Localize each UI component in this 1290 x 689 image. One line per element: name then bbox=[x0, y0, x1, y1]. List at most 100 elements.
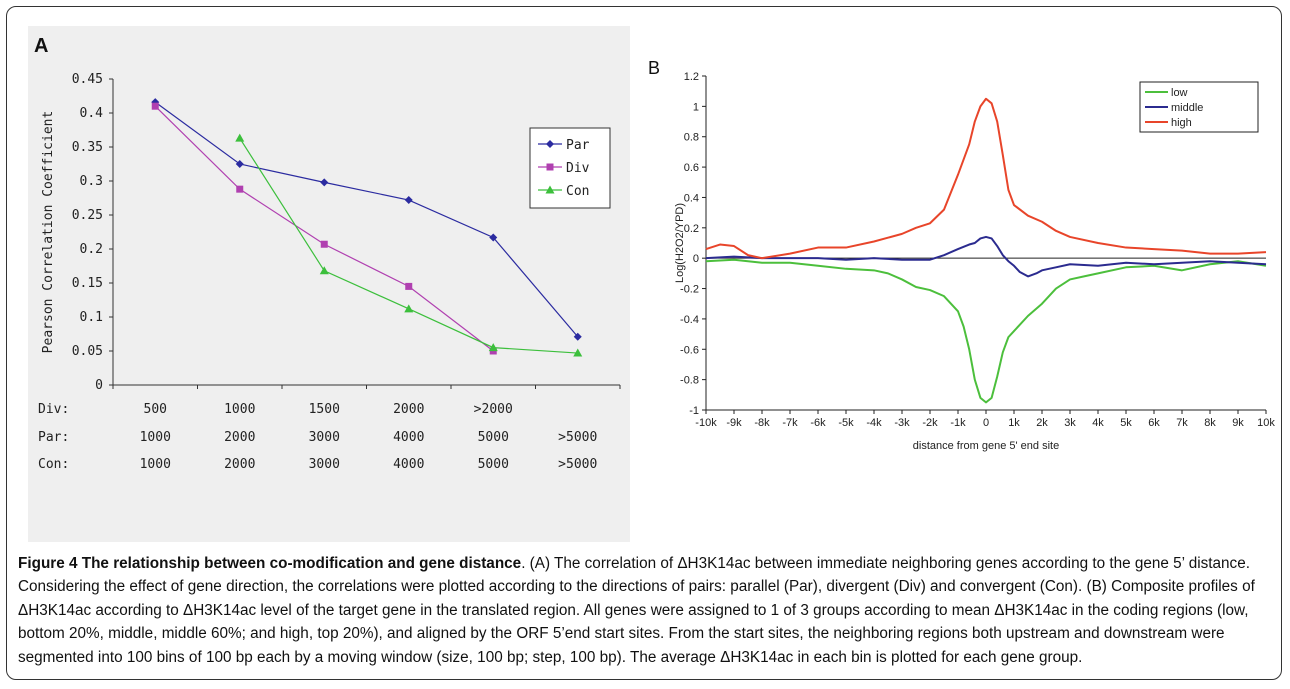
a-legend bbox=[529, 127, 611, 209]
a-legend-marker-con bbox=[545, 185, 555, 194]
a-legend-label-con: Con bbox=[566, 184, 589, 199]
a-point-par bbox=[404, 196, 413, 205]
b-y-tick-label: 1.2 bbox=[684, 71, 699, 83]
b-y-tick-label: -0.8 bbox=[680, 375, 699, 387]
a-y-tick-label: 0.15 bbox=[72, 276, 103, 291]
b-x-tick-label: 10k bbox=[1257, 417, 1275, 429]
b-y-tick-label: 0.4 bbox=[684, 192, 699, 204]
a-x-tick-label: 1000 bbox=[224, 402, 255, 417]
b-x-tick-label: -3k bbox=[894, 417, 910, 429]
a-series-line-par bbox=[154, 101, 579, 338]
b-x-tick-label: 7k bbox=[1176, 417, 1188, 429]
a-point-par bbox=[573, 332, 582, 341]
a-x-tick-label: 3000 bbox=[309, 430, 340, 445]
panel-a: A 0 0.05 0.1 0.15 0.2 0.25 0.3 0.35 0.4 0.45 Pears… bbox=[28, 26, 630, 542]
a-y-tick-label: 0.2 bbox=[80, 242, 103, 257]
b-legend-label-middle: middle bbox=[1171, 102, 1203, 114]
b-x-tick-label: 0 bbox=[983, 417, 989, 429]
a-x-tick-label: 2000 bbox=[393, 402, 424, 417]
a-point-con bbox=[404, 304, 414, 313]
a-x-tick-label: 4000 bbox=[393, 457, 424, 472]
panel-a-background bbox=[28, 26, 630, 542]
a-x-tick-label: >5000 bbox=[558, 430, 597, 445]
a-x-tick-label: 3000 bbox=[309, 457, 340, 472]
b-x-axis-label: distance from gene 5' end site bbox=[913, 440, 1059, 452]
a-point-par bbox=[489, 233, 498, 242]
b-y-tick-label: -1 bbox=[689, 405, 699, 417]
a-point-con bbox=[319, 266, 329, 275]
a-x-tick-label: 1500 bbox=[309, 402, 340, 417]
a-y-tick-label: 0.3 bbox=[80, 174, 103, 189]
a-point-div bbox=[236, 185, 244, 193]
panel-b: B 1.2 1 0.8 0.6 0.4 0.2 0 -0.2 -0.4 -0.6 -0.8 -1-10… bbox=[648, 58, 1275, 452]
a-x-tick-label: 2000 bbox=[224, 457, 255, 472]
b-y-tick-label: -0.2 bbox=[680, 284, 699, 296]
b-y-tick-label: 0.6 bbox=[684, 162, 699, 174]
a-x-tick-label: 4000 bbox=[393, 430, 424, 445]
panel-b-label: B bbox=[648, 58, 660, 78]
a-x-tick-label: 1000 bbox=[140, 430, 171, 445]
a-y-tick-label: 0.05 bbox=[72, 344, 103, 359]
a-point-div bbox=[320, 240, 328, 248]
caption-title: Figure 4 The relationship between co-mod… bbox=[18, 555, 522, 572]
panel-b-plot: 1.210.80.60.40.20-0.2-0.4-0.6-0.8-1-10k -… bbox=[674, 71, 1275, 452]
a-x-tick-label: >2000 bbox=[474, 402, 513, 417]
b-x-tick-label: -1k bbox=[950, 417, 966, 429]
b-y-tick-label: 0.8 bbox=[684, 132, 699, 144]
a-point-div bbox=[405, 282, 413, 290]
b-y-axis-label: Log(H2O2/YPD) bbox=[674, 203, 686, 283]
b-y-tick-label: 0.2 bbox=[684, 223, 699, 235]
b-y-tick-label: -0.6 bbox=[680, 344, 699, 356]
a-x-row-name: Par: bbox=[38, 430, 69, 445]
b-legend-label-high: high bbox=[1171, 117, 1192, 129]
b-y-tick-label: 1 bbox=[693, 101, 699, 113]
a-point-par bbox=[235, 160, 244, 168]
a-x-tick-label: 5000 bbox=[478, 457, 509, 472]
a-point-par bbox=[320, 178, 329, 187]
caption-text: . (A) The correlation of ΔH3K14ac betwee… bbox=[18, 555, 1255, 666]
b-x-tick-label: -7k bbox=[782, 417, 798, 429]
b-y-tick-label: -0.4 bbox=[680, 314, 699, 326]
a-y-tick-label: 0.1 bbox=[80, 310, 103, 325]
a-y-tick-label: 0.25 bbox=[72, 208, 103, 223]
a-point-con bbox=[235, 133, 245, 142]
b-series-line-low bbox=[705, 258, 1267, 404]
a-legend-label-par: Par bbox=[566, 138, 590, 153]
a-x-tick-label: 5000 bbox=[478, 430, 509, 445]
panel-a-label: A bbox=[34, 35, 48, 57]
b-x-tick-label: -4k bbox=[866, 417, 882, 429]
b-legend-label-low: low bbox=[1171, 87, 1188, 99]
b-x-tick-label: -9k bbox=[726, 417, 742, 429]
a-y-axis-label: Pearson Correlation Coefficient bbox=[41, 111, 56, 354]
a-x-tick-label: >5000 bbox=[558, 457, 597, 472]
b-x-tick-label: 4k bbox=[1092, 417, 1104, 429]
a-legend-marker-div bbox=[546, 163, 554, 171]
b-series-line-middle bbox=[705, 235, 1267, 278]
a-x-row-name: Div: bbox=[38, 402, 69, 417]
a-x-tick-label: 1000 bbox=[140, 457, 171, 472]
a-legend-label-div: Div bbox=[566, 161, 590, 176]
a-x-tick-label: 2000 bbox=[224, 430, 255, 445]
a-y-tick-label: 0 bbox=[95, 378, 103, 393]
b-x-tick-label: -5k bbox=[838, 417, 854, 429]
b-x-tick-label: -8k bbox=[754, 417, 770, 429]
figure-caption: Figure 4 The relationship between co-mod… bbox=[18, 552, 1273, 669]
b-x-tick-label: 1k bbox=[1008, 417, 1020, 429]
a-point-con bbox=[573, 348, 583, 357]
a-point-div bbox=[151, 102, 159, 110]
a-x-tick-label: 500 bbox=[144, 402, 167, 417]
b-y-tick-label: 0 bbox=[693, 253, 699, 265]
b-x-tick-label: 9k bbox=[1232, 417, 1244, 429]
a-y-tick-label: 0.45 bbox=[72, 72, 103, 87]
b-series-line-high bbox=[705, 97, 1267, 260]
b-x-tick-label: -10k bbox=[695, 417, 717, 429]
a-x-row-name: Con: bbox=[38, 457, 69, 472]
b-x-tick-label: 5k bbox=[1120, 417, 1132, 429]
b-x-tick-label: -2k bbox=[922, 417, 938, 429]
b-x-tick-label: 8k bbox=[1204, 417, 1216, 429]
b-x-tick-label: 3k bbox=[1064, 417, 1076, 429]
b-x-tick-label: -6k bbox=[810, 417, 826, 429]
a-y-tick-label: 0.4 bbox=[80, 106, 104, 121]
a-y-tick-label: 0.35 bbox=[72, 140, 103, 155]
